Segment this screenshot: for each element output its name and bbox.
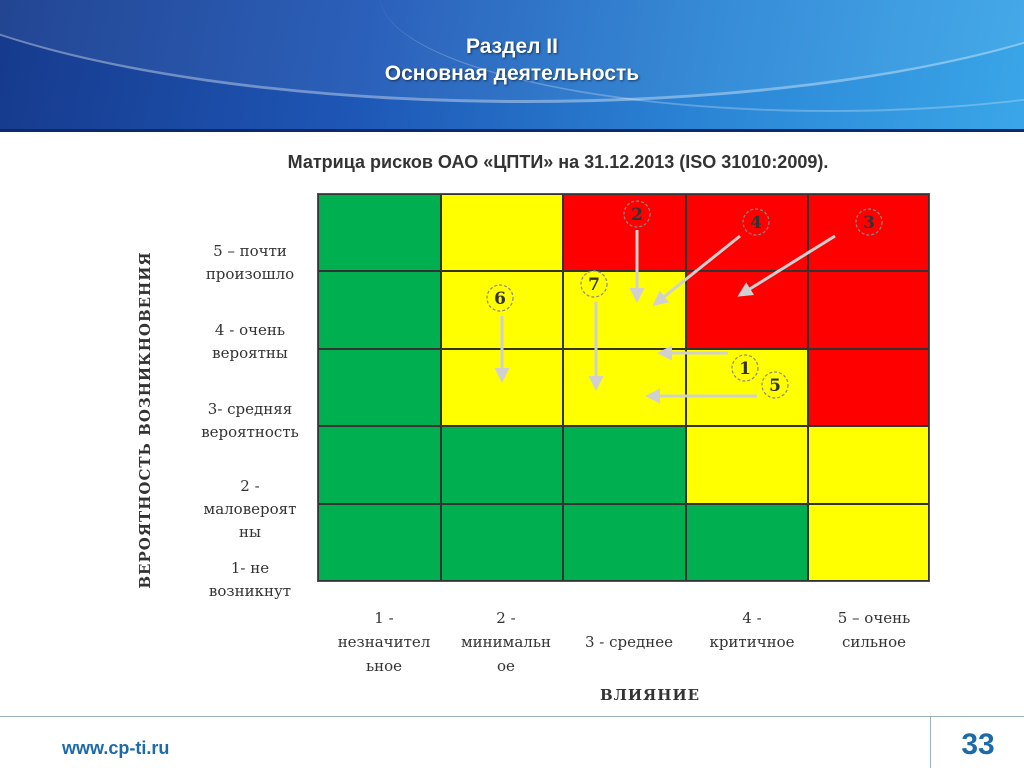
matrix-cell-r4-c1 (318, 271, 441, 349)
x-label-5: 5 – очень сильное (819, 606, 929, 654)
y-label-1-line1: 1- не (230, 559, 270, 577)
x-label-3-line1: 3 - среднее (584, 633, 673, 651)
x-axis-title: ВЛИЯНИЕ (599, 686, 701, 704)
matrix-cell-r5-c3 (563, 194, 686, 271)
y-label-3-line2: вероятность (201, 423, 299, 441)
matrix-cell-r5-c2 (441, 194, 563, 271)
header-stripe (0, 129, 1024, 132)
matrix-cell-r3-c5 (808, 349, 929, 426)
x-label-1-line1: 1 - (374, 609, 394, 627)
section-title: Раздел II (466, 35, 558, 58)
y-label-5: 5 – почти произошло (190, 240, 310, 286)
y-label-5-line1: 5 – почти (213, 242, 287, 260)
x-label-2-line1: 2 - (496, 609, 516, 627)
y-label-4: 4 - очень вероятны (190, 319, 310, 365)
y-label-5-line2: произошло (205, 265, 295, 283)
matrix-cell-r1-c4 (686, 504, 808, 581)
x-label-2-line3: ое (497, 657, 515, 675)
matrix-cell-r3-c1 (318, 349, 441, 426)
matrix-cell-r4-c5 (808, 271, 929, 349)
x-label-5-line2: сильное (842, 633, 906, 651)
x-label-1-line3: ьное (365, 657, 403, 675)
x-label-4: 4 - критичное (697, 606, 807, 654)
y-label-2-line3: ны (239, 523, 261, 541)
x-label-1-line2: незначител (337, 633, 431, 651)
footer-separator (930, 716, 931, 768)
y-label-1-line2: возникнут (208, 582, 292, 600)
y-axis-title: ВЕРОЯТНОСТЬ ВОЗНИКНОВЕНИЯ (136, 251, 154, 589)
matrix-title: Матрица рисков ОАО «ЦПТИ» на 31.12.2013 … (287, 152, 829, 172)
matrix-cell-r5-c5 (808, 194, 929, 271)
y-label-4-line2: вероятны (212, 344, 288, 362)
matrix-cell-r3-c2 (441, 349, 563, 426)
matrix-cell-r3-c3 (563, 349, 686, 426)
matrix-cell-r3-c4 (686, 349, 808, 426)
matrix-cell-r1-c5 (808, 504, 929, 581)
x-label-4-line1: 4 - (742, 609, 762, 627)
x-label-3: 3 - среднее (574, 630, 684, 654)
header-banner: Раздел II Основная деятельность (0, 0, 1024, 132)
x-label-2-line2: минимальн (461, 633, 551, 651)
footer-divider (0, 716, 1024, 717)
y-label-3: 3- средняя вероятность (190, 398, 310, 444)
page-number: 33 (961, 728, 995, 761)
matrix-cell-r4-c3 (563, 271, 686, 349)
matrix-cell-r2-c3 (563, 426, 686, 504)
footer-url: www.cp-ti.ru (62, 738, 170, 758)
risk-matrix (317, 193, 930, 582)
x-label-2: 2 - минимальн ое (451, 606, 561, 678)
matrix-cell-r2-c1 (318, 426, 441, 504)
matrix-cell-r2-c5 (808, 426, 929, 504)
y-label-3-line1: 3- средняя (207, 400, 293, 418)
matrix-cell-r1-c1 (318, 504, 441, 581)
x-label-5-line1: 5 – очень (837, 609, 911, 627)
matrix-cell-r5-c1 (318, 194, 441, 271)
matrix-cell-r2-c2 (441, 426, 563, 504)
y-label-1: 1- не возникнут (190, 557, 310, 603)
y-label-2-line2: маловероят (203, 500, 297, 518)
x-label-4-line2: критичное (709, 633, 795, 651)
y-label-2: 2 - маловероят ны (190, 475, 310, 544)
y-label-2-line1: 2 - (240, 477, 260, 495)
matrix-cell-r1-c3 (563, 504, 686, 581)
matrix-cell-r4-c4 (686, 271, 808, 349)
matrix-cell-r5-c4 (686, 194, 808, 271)
y-label-4-line1: 4 - очень (214, 321, 286, 339)
x-label-1: 1 - незначител ьное (329, 606, 439, 678)
matrix-cell-r4-c2 (441, 271, 563, 349)
section-subtitle: Основная деятельность (384, 62, 640, 85)
matrix-cell-r1-c2 (441, 504, 563, 581)
matrix-cell-r2-c4 (686, 426, 808, 504)
